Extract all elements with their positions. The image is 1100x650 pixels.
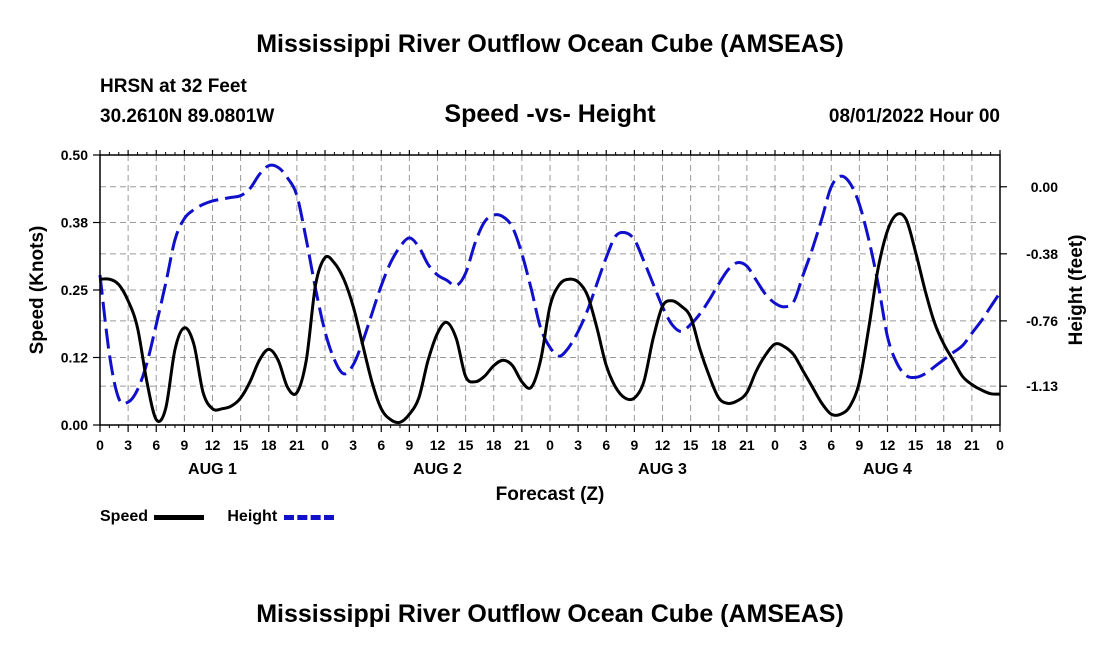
y-right-tick-label: -0.38 [1026, 246, 1058, 262]
speed-series-line [99, 212, 1001, 425]
x-tick-label: 0 [321, 437, 329, 453]
x-tick-label: 15 [458, 437, 474, 453]
x-tick-label: 6 [827, 437, 835, 453]
x-tick-label: 6 [602, 437, 610, 453]
y-left-tick-label: 0.50 [61, 147, 88, 163]
x-tick-label: 3 [124, 437, 132, 453]
x-tick-label: 0 [96, 437, 104, 453]
x-tick-label: 12 [205, 437, 221, 453]
x-tick-label: 3 [349, 437, 357, 453]
y-left-tick-label: 0.12 [61, 350, 88, 366]
day-label: AUG 3 [638, 461, 687, 478]
x-tick-label: 12 [430, 437, 446, 453]
chart-subtitle: Speed -vs- Height [444, 100, 656, 128]
legend-speed-swatch [154, 514, 205, 520]
x-tick-label: 21 [739, 437, 755, 453]
x-tick-label: 21 [289, 437, 305, 453]
x-tick-label: 15 [908, 437, 924, 453]
x-tick-label: 18 [936, 437, 952, 453]
x-tick-label: 15 [683, 437, 699, 453]
legend-speed-label: Speed [100, 508, 149, 525]
legend-height-swatch [283, 514, 334, 520]
footer-title: Mississippi River Outflow Ocean Cube (AM… [256, 600, 844, 628]
y-left-tick-label: 0.38 [61, 215, 88, 231]
x-tick-label: 9 [630, 437, 638, 453]
height-series-line [98, 163, 1002, 406]
x-tick-label: 12 [880, 437, 896, 453]
axis-labels: 0 3 6 9 12 15 18 21 0 3 6 9 12 15 18 21 0 3 6 9 12 15 18 21 0 3 6 9… [27, 147, 1087, 505]
station-label: HRSN at 32 Feet [100, 76, 247, 97]
coordinates-label: 30.2610N 89.0801W [100, 106, 275, 127]
y-right-tick-label: -0.76 [1026, 313, 1058, 329]
legend-height-label: Height [227, 508, 278, 525]
x-tick-label: 6 [152, 437, 160, 453]
x-tick-label: 0 [546, 437, 554, 453]
forecast-datetime: 08/01/2022 Hour 00 [828, 106, 1000, 127]
x-tick-label: 9 [405, 437, 413, 453]
y-right-axis-title: Height (feet) [1066, 235, 1087, 346]
legend: Speed Height [100, 508, 334, 526]
y-left-axis-title: Speed (Knots) [27, 226, 48, 355]
x-tick-label: 3 [799, 437, 807, 453]
x-tick-label: 12 [655, 437, 671, 453]
series-layer [98, 163, 1002, 425]
x-tick-label: 18 [711, 437, 727, 453]
day-label: AUG 2 [413, 461, 462, 478]
x-tick-label: 9 [855, 437, 863, 453]
y-right-tick-label: 0.00 [1031, 179, 1058, 195]
y-right-tick-label: -1.13 [1026, 378, 1058, 394]
day-label: AUG 1 [188, 461, 237, 478]
main-title: Mississippi River Outflow Ocean Cube (AM… [256, 30, 844, 58]
x-tick-label: 15 [233, 437, 249, 453]
x-axis-title: Forecast (Z) [496, 484, 605, 505]
x-tick-label: 0 [771, 437, 779, 453]
x-tick-label: 21 [964, 437, 980, 453]
y-left-tick-label: 0.00 [61, 417, 88, 433]
x-tick-label: 6 [377, 437, 385, 453]
x-tick-label: 0 [996, 437, 1004, 453]
x-tick-label: 18 [261, 437, 277, 453]
axis-ticks [93, 150, 1007, 432]
y-left-tick-label: 0.25 [61, 282, 88, 298]
x-tick-label: 3 [574, 437, 582, 453]
x-tick-label: 9 [180, 437, 188, 453]
x-tick-label: 21 [514, 437, 530, 453]
day-label: AUG 4 [863, 461, 912, 478]
x-tick-label: 18 [486, 437, 502, 453]
